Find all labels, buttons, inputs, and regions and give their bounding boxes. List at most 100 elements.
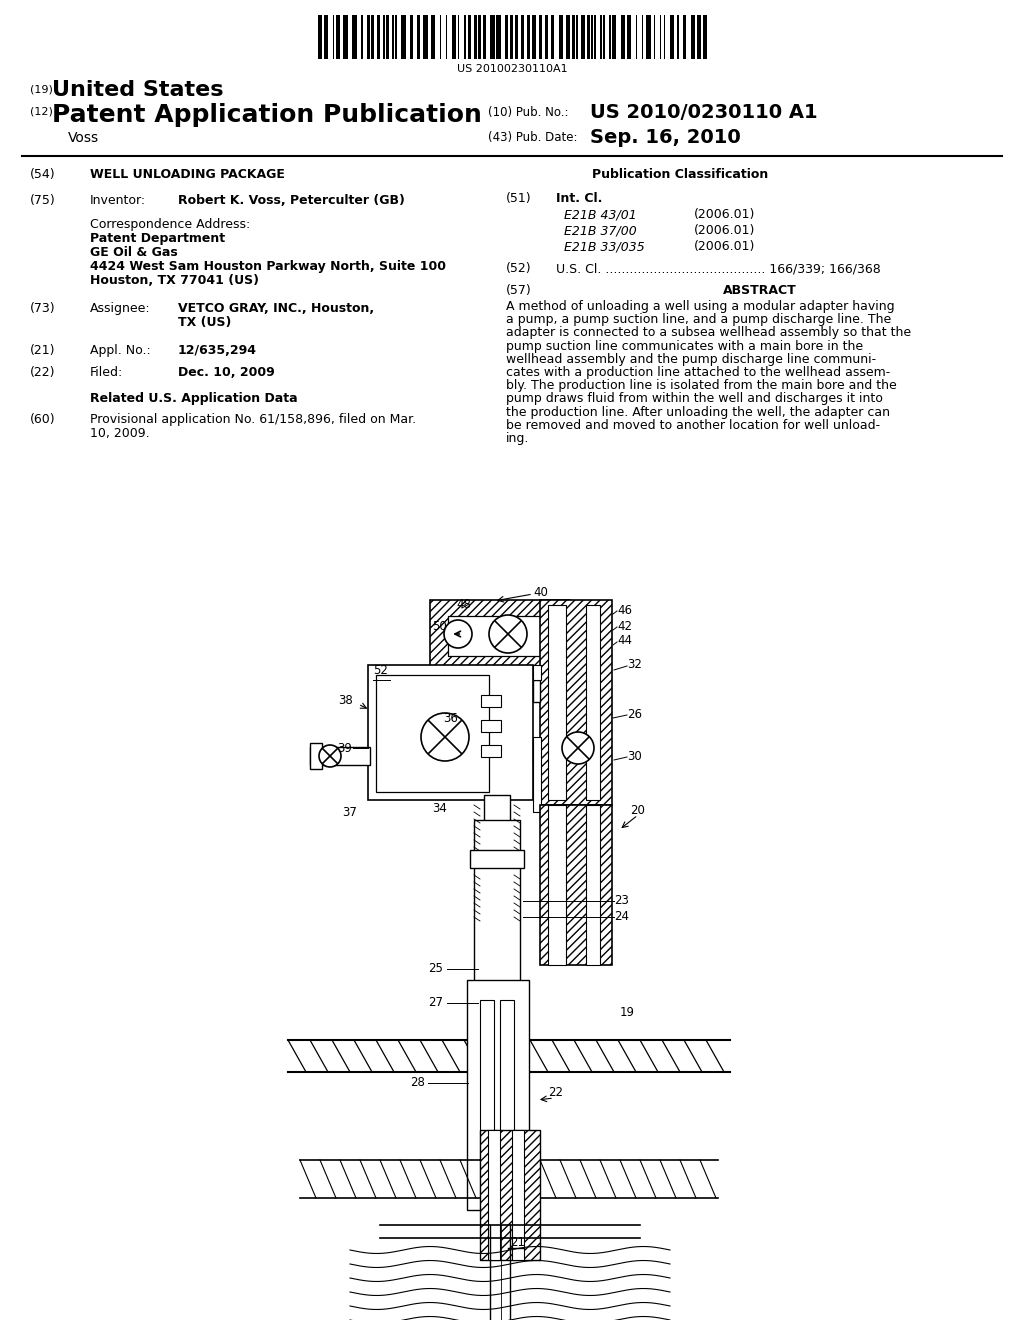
Text: E21B 43/01: E21B 43/01 (564, 209, 637, 220)
Bar (505, 15, 508, 59)
Text: Related U.S. Application Data: Related U.S. Application Data (90, 392, 298, 405)
Text: 36: 36 (443, 711, 458, 725)
Bar (484, 795, 510, 1090)
Bar (670, 15, 675, 59)
Bar (488, 1130, 500, 1261)
Bar (642, 15, 643, 59)
Bar (480, 1001, 494, 1210)
Text: 52: 52 (373, 664, 388, 677)
Bar (691, 15, 695, 59)
Text: pump suction line communicates with a main bore in the: pump suction line communicates with a ma… (506, 339, 863, 352)
Text: Provisional application No. 61/158,896, filed on Mar.: Provisional application No. 61/158,896, … (90, 413, 416, 426)
Text: (60): (60) (30, 413, 55, 426)
Text: 28: 28 (410, 1076, 425, 1089)
Text: 46: 46 (617, 603, 632, 616)
Bar (540, 805, 612, 965)
Text: (43) Pub. Date:: (43) Pub. Date: (488, 131, 578, 144)
Text: US 20100230110A1: US 20100230110A1 (457, 63, 567, 74)
Bar (534, 665, 541, 680)
Text: Int. Cl.: Int. Cl. (556, 191, 602, 205)
Text: 37: 37 (342, 805, 357, 818)
Bar (490, 15, 495, 59)
Bar (431, 15, 435, 59)
Text: (12): (12) (30, 106, 53, 116)
Text: (75): (75) (30, 194, 55, 207)
Bar (540, 15, 543, 59)
Bar (480, 1130, 540, 1261)
Bar (439, 15, 441, 59)
Bar (376, 675, 489, 792)
Text: 38: 38 (338, 693, 353, 706)
Bar (581, 15, 586, 59)
Bar (510, 15, 513, 59)
Text: cates with a production line attached to the wellhead assem-: cates with a production line attached to… (506, 366, 890, 379)
Text: 10, 2009.: 10, 2009. (90, 426, 150, 440)
Bar (310, 747, 370, 766)
Text: 39: 39 (337, 742, 352, 755)
Bar (551, 15, 554, 59)
Bar (646, 15, 650, 59)
Text: VETCO GRAY, INC., Houston,: VETCO GRAY, INC., Houston, (178, 302, 374, 315)
Text: 34: 34 (432, 801, 446, 814)
Bar (445, 15, 447, 59)
Text: 30: 30 (627, 750, 642, 763)
Bar (653, 15, 655, 59)
Text: 40: 40 (534, 586, 548, 599)
Bar (336, 15, 340, 59)
Bar (577, 15, 578, 59)
Bar (586, 805, 600, 965)
Bar (548, 605, 566, 800)
Bar (395, 15, 396, 59)
Text: 23: 23 (614, 894, 629, 907)
Bar (683, 15, 686, 59)
Bar (410, 15, 413, 59)
Bar (527, 15, 530, 59)
Bar (534, 741, 540, 762)
Bar (572, 15, 574, 59)
Bar (468, 15, 471, 59)
Bar (636, 15, 637, 59)
Text: GE Oil & Gas: GE Oil & Gas (90, 246, 178, 259)
Bar (540, 601, 612, 805)
Text: US 2010/0230110 A1: US 2010/0230110 A1 (590, 103, 817, 121)
Text: ing.: ing. (506, 432, 529, 445)
Bar (609, 15, 610, 59)
Text: 26: 26 (627, 708, 642, 721)
Bar (603, 15, 604, 59)
Text: bly. The production line is isolated from the main bore and the: bly. The production line is isolated fro… (506, 379, 897, 392)
Text: 24: 24 (614, 909, 629, 923)
Text: 50: 50 (432, 619, 446, 632)
Text: Voss: Voss (68, 131, 99, 145)
Text: Filed:: Filed: (90, 366, 123, 379)
Text: 25: 25 (428, 961, 442, 974)
Text: adapter is connected to a subsea wellhead assembly so that the: adapter is connected to a subsea wellhea… (506, 326, 911, 339)
Bar (401, 15, 406, 59)
Text: 22: 22 (548, 1085, 563, 1098)
Text: 19: 19 (620, 1006, 635, 1019)
Text: Patent Application Publication: Patent Application Publication (52, 103, 482, 127)
Bar (372, 15, 375, 59)
Bar (424, 15, 428, 59)
Text: (10) Pub. No.:: (10) Pub. No.: (488, 106, 568, 119)
Bar (481, 744, 501, 756)
Bar (324, 15, 329, 59)
Bar (474, 820, 520, 1090)
Text: Robert K. Voss, Peterculter (GB): Robert K. Voss, Peterculter (GB) (178, 194, 404, 207)
Bar (361, 15, 362, 59)
Bar (515, 15, 518, 59)
Text: pump draws fluid from within the well and discharges it into: pump draws fluid from within the well an… (506, 392, 883, 405)
Bar (430, 601, 570, 668)
Text: WELL UNLOADING PACKAGE: WELL UNLOADING PACKAGE (90, 168, 285, 181)
Text: Patent Department: Patent Department (90, 232, 225, 246)
Circle shape (444, 620, 472, 648)
Bar (367, 15, 370, 59)
Bar (497, 15, 501, 59)
Text: 48: 48 (456, 598, 471, 610)
Text: (54): (54) (30, 168, 55, 181)
Bar (600, 15, 602, 59)
Text: Appl. No.:: Appl. No.: (90, 345, 151, 356)
Text: (2006.01): (2006.01) (694, 240, 756, 253)
Text: U.S. Cl. ........................................ 166/339; 166/368: U.S. Cl. ...............................… (556, 261, 881, 275)
Bar (458, 15, 459, 59)
Circle shape (319, 744, 341, 767)
